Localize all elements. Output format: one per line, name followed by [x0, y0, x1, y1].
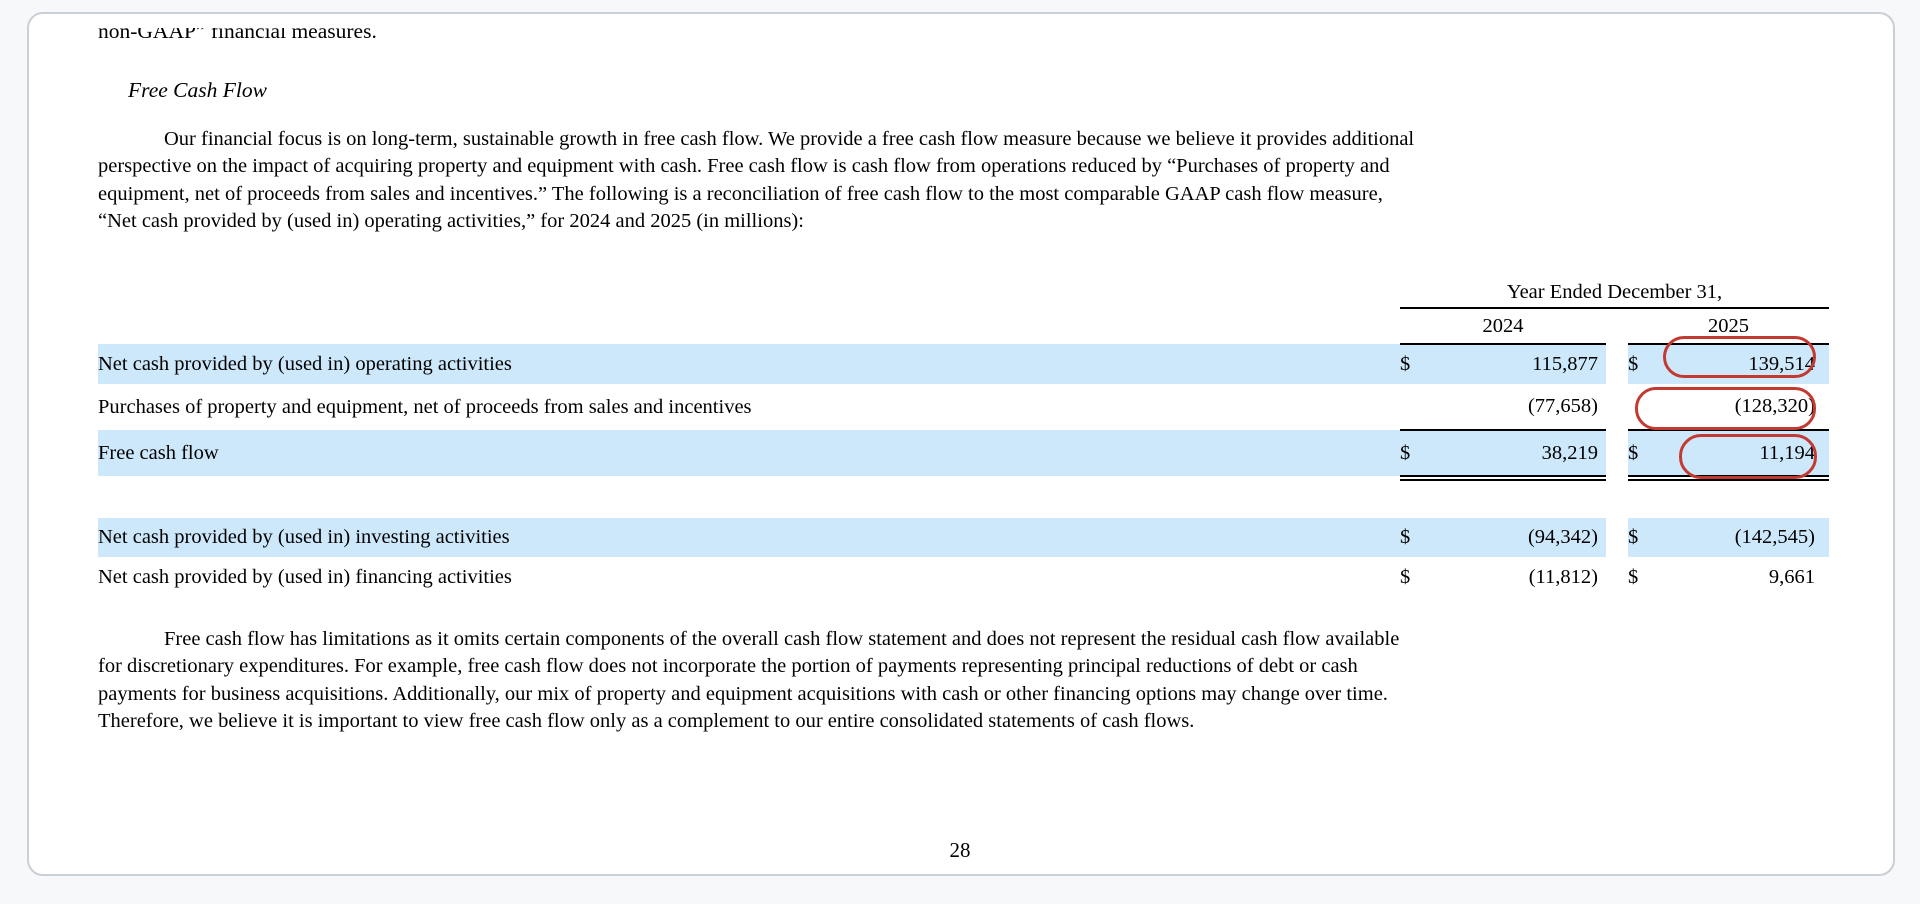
document-page-card: non-GAAP” financial measures. Free Cash … — [27, 12, 1895, 876]
column-gap — [1606, 557, 1628, 597]
row-label: Net cash provided by (used in) operating… — [98, 344, 1400, 384]
paragraph-line: for discretionary expenditures. For exam… — [98, 655, 1358, 678]
table-row-financing: Net cash provided by (used in) financing… — [98, 557, 1829, 597]
annotation-ellipse-operating-2025 — [1663, 336, 1816, 378]
paragraph-line: equipment, net of proceeds from sales an… — [98, 182, 1383, 205]
table-row-investing: Net cash provided by (used in) investing… — [98, 518, 1829, 557]
paragraph-line: Free cash flow has limitations as it omi… — [164, 628, 1400, 650]
column-gap — [1606, 384, 1628, 430]
paragraph-line: payments for business acquisitions. Addi… — [98, 682, 1388, 705]
table-header-years-row: 2024 2025 — [98, 308, 1829, 345]
column-gap — [1606, 344, 1628, 384]
paragraph-line: perspective on the impact of acquiring p… — [98, 155, 1390, 178]
page-number: 28 — [949, 838, 971, 862]
annotation-ellipse-purchases-2025 — [1635, 387, 1816, 430]
table-header-span-row: Year Ended December 31, — [98, 278, 1829, 309]
dollar-sign — [1400, 384, 1428, 431]
empty-cell — [98, 480, 1829, 518]
row-label: Free cash flow — [98, 430, 1400, 476]
spacer-row — [98, 480, 1829, 518]
dollar-sign: $ — [1400, 430, 1428, 477]
empty-cell — [98, 278, 1400, 308]
value-2024: (94,342) — [1428, 518, 1606, 557]
value-2024: 115,877 — [1428, 344, 1606, 384]
value-2024: 38,219 — [1428, 430, 1606, 477]
year-ended-header: Year Ended December 31, — [1400, 278, 1829, 309]
table-row-purchases: Purchases of property and equipment, net… — [98, 384, 1829, 431]
value-2024: (77,658) — [1428, 384, 1606, 431]
clipped-text-line: non-GAAP” financial measures. — [98, 28, 377, 43]
value-2024: (11,812) — [1528, 565, 1598, 588]
intro-paragraph: Our financial focus is on long-term, sus… — [98, 126, 1838, 235]
section-heading-free-cash-flow: Free Cash Flow — [128, 78, 267, 102]
paragraph-line: Therefore, we believe it is important to… — [98, 709, 1195, 732]
dollar-sign: $ — [1400, 344, 1428, 384]
dollar-sign: $ — [1628, 565, 1639, 588]
annotation-ellipse-free-cash-flow-2025 — [1679, 434, 1817, 479]
free-cash-flow-table: Year Ended December 31, 2024 2025 Net ca… — [98, 278, 1829, 597]
row-label: Net cash provided by (used in) investing… — [98, 518, 1400, 557]
double-underline-2024 — [1400, 476, 1606, 481]
column-gap — [1606, 518, 1628, 557]
dollar-sign: $ — [1628, 344, 1658, 384]
table-row-operating: Net cash provided by (used in) operating… — [98, 344, 1829, 384]
column-gap — [1606, 430, 1628, 476]
empty-cell — [98, 308, 1400, 344]
value-2025: 9,661 — [1768, 565, 1815, 588]
table-row-free-cash-flow: Free cash flow $ 38,219 $ 11,194 — [98, 430, 1829, 477]
paragraph-line: Our financial focus is on long-term, sus… — [164, 128, 1415, 150]
row-label: Purchases of property and equipment, net… — [98, 395, 752, 418]
dollar-sign: $ — [1400, 518, 1428, 557]
column-gap — [1606, 308, 1628, 344]
value-2025: (142,545) — [1658, 518, 1829, 557]
column-header-2024: 2024 — [1400, 308, 1606, 345]
row-label: Net cash provided by (used in) financing… — [98, 565, 512, 588]
clipped-text-strip: non-GAAP” financial measures. — [98, 28, 798, 60]
limitations-paragraph: Free cash flow has limitations as it omi… — [98, 626, 1838, 735]
dollar-sign: $ — [1628, 430, 1658, 477]
dollar-sign: $ — [1628, 518, 1658, 557]
dollar-sign: $ — [1400, 565, 1411, 588]
paragraph-line: “Net cash provided by (used in) operatin… — [98, 209, 804, 232]
